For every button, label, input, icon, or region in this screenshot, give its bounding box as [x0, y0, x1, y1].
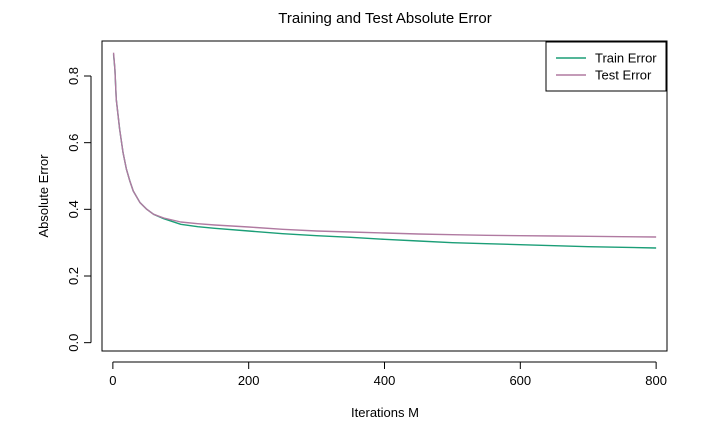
y-axis: 0.0 0.2 0.4 0.6 0.8 — [66, 67, 92, 352]
series-line-test-error — [112, 52, 657, 238]
y-tick-label: 0.6 — [66, 134, 81, 152]
series-layer — [112, 52, 657, 249]
legend-label: Test Error — [595, 68, 652, 83]
x-axis: 0 200 400 600 800 — [109, 361, 667, 388]
x-tick-label: 0 — [109, 373, 116, 388]
y-axis-label: Absolute Error — [36, 154, 51, 238]
y-tick-label: 0.8 — [66, 67, 81, 85]
y-tick-label: 0.2 — [66, 267, 81, 285]
legend-box — [545, 41, 667, 92]
y-tick-label: 0.0 — [66, 334, 81, 352]
y-tick-label: 0.4 — [66, 200, 81, 218]
chart-title: Training and Test Absolute Error — [278, 10, 491, 27]
x-tick-label: 400 — [374, 373, 396, 388]
legend: Train Error Test Error — [545, 41, 667, 92]
x-tick-label: 600 — [509, 373, 531, 388]
plot-frame — [101, 40, 668, 352]
legend-label: Train Error — [595, 51, 657, 66]
x-tick-label: 800 — [645, 373, 667, 388]
x-axis-label: Iterations M — [351, 405, 419, 420]
x-tick-label: 200 — [238, 373, 260, 388]
